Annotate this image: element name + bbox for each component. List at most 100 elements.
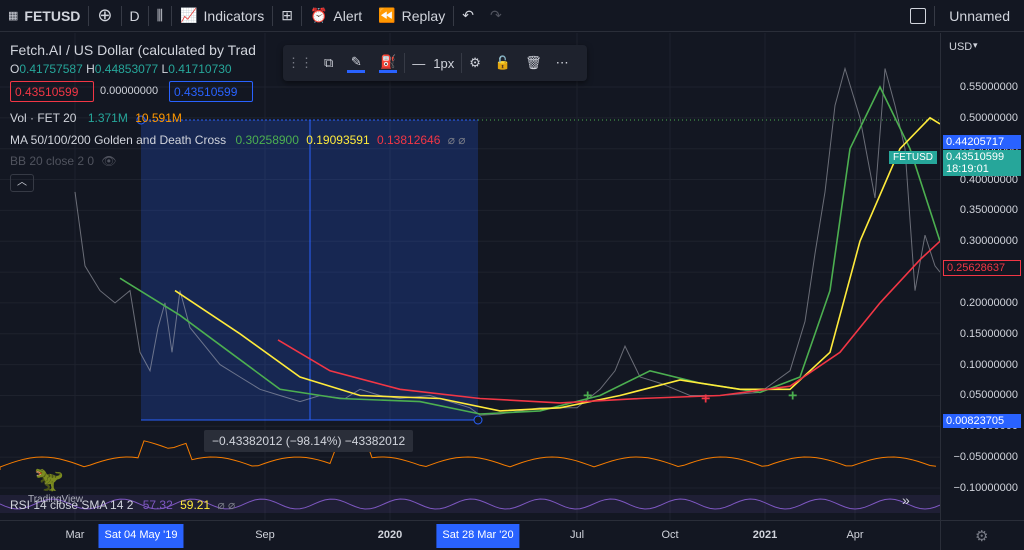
axis-settings-corner: ⚙ — [940, 520, 1024, 550]
price-tick-label: −0.05000000 — [953, 451, 1018, 464]
replay-label: Replay — [401, 7, 446, 24]
time-tick-label: Sep — [255, 529, 275, 541]
unlock-icon: 🔓 — [494, 55, 512, 70]
fill-color-button[interactable]: ⛽ — [372, 45, 404, 81]
tradingview-logo: 🦖 TradingView — [28, 465, 83, 505]
time-tick-label: Apr — [846, 529, 864, 541]
drag-handle[interactable]: ⋮⋮ — [287, 55, 313, 70]
symbol-search[interactable]: ▦ FETUSD — [0, 0, 88, 32]
price-tick-label: 0.15000000 — [959, 327, 1018, 340]
indicators-button[interactable]: 📈 Indicators — [172, 0, 272, 32]
bb-legend[interactable]: BB 20 close 2 0 👁 — [10, 154, 117, 168]
delete-button[interactable]: 🗑 — [518, 45, 549, 81]
measure-label: −0.43382012 (−98.14%) −43382012 — [204, 430, 414, 452]
box-low-label: 0.00823705 — [943, 414, 1021, 428]
ma100-line — [174, 116, 940, 412]
replay-button[interactable]: ⏪ Replay — [370, 0, 453, 32]
ma50-value: 0.30258900 — [235, 133, 299, 147]
bb-label: BB 20 close 2 0 — [10, 154, 95, 168]
layout-name-label: Unnamed — [949, 7, 1010, 24]
rsi-legend[interactable]: RSI 14 close SMA 14 2 57.32 59.21 ⌀ ⌀ — [10, 498, 235, 512]
price-tick-label: 0.05000000 — [959, 389, 1018, 402]
layout-name-button[interactable]: Unnamed — [935, 0, 1024, 32]
bar-countdown: 18:19:01 — [946, 163, 989, 175]
buy-button[interactable]: 0.43510599 — [169, 81, 253, 102]
template-icon: ⧉ — [324, 55, 334, 70]
time-tick-label: Oct — [661, 529, 679, 541]
redo-icon: ↷ — [489, 7, 502, 23]
grid-icon: ▦ — [8, 10, 19, 22]
time-axis[interactable]: Mar Sep 2020 Jul Oct 2021 Apr Sat 04 May '19 Sat… — [0, 520, 940, 550]
indicators-label: Indicators — [203, 7, 265, 24]
fullscreen-button[interactable] — [902, 0, 934, 32]
symbol-label: FETUSD — [24, 7, 81, 24]
ma200-line — [277, 240, 940, 404]
scroll-to-latest-button[interactable]: » — [902, 492, 910, 508]
sell-price: 0.43510599 — [15, 85, 79, 99]
more-button[interactable]: ⋯ — [549, 45, 576, 81]
alert-label: Alert — [333, 7, 363, 24]
undo-icon: ↶ — [462, 7, 474, 23]
hidden-icon[interactable]: ⌀ ⌀ — [217, 498, 236, 512]
currency-label[interactable]: USD — [949, 41, 973, 53]
chart-canvas[interactable]: + + + — [0, 33, 940, 520]
lock-button[interactable]: 🔓 — [488, 45, 518, 81]
interval-label: D — [129, 7, 140, 24]
chevron-up-icon: ︿ — [17, 177, 27, 188]
layout-grid-icon: ⊞ — [281, 7, 293, 23]
high-value: 0.44853077 — [94, 62, 159, 76]
alert-button[interactable]: ⏰ Alert — [302, 0, 370, 32]
rsi-value: 57.32 — [142, 498, 173, 512]
price-tick-label: 0.10000000 — [959, 358, 1018, 371]
volume-legend[interactable]: Vol · FET 20 1.371M 10.591M — [10, 111, 182, 125]
compare-button[interactable]: ⊕ — [89, 0, 120, 32]
gear-icon[interactable]: ⚙ — [975, 528, 989, 545]
template-button[interactable]: ⧉ — [317, 45, 340, 81]
ma100-value: 0.19093591 — [306, 133, 370, 147]
time-tick-label: 2021 — [752, 529, 778, 541]
time-tick-label: 2020 — [377, 529, 403, 541]
sell-button[interactable]: 0.43510599 — [10, 81, 94, 102]
ohlc-values: O0.41757587 H0.44853077 L0.41710730 — [10, 62, 232, 76]
price-tick-label: 0.35000000 — [959, 204, 1018, 217]
hidden-icon[interactable]: ⌀ ⌀ — [447, 133, 466, 147]
symbol-title-text: Fetch.AI / US Dollar (calculated by Trad — [10, 42, 256, 58]
dinosaur-icon: 🦖 — [34, 466, 64, 493]
collapse-legend-button[interactable]: ︿ — [10, 174, 34, 192]
chart-pane[interactable]: + + + — [0, 33, 940, 520]
time-tick-label: Jul — [569, 529, 585, 541]
rewind-icon: ⏪ — [378, 7, 396, 23]
ma-price-label: 0.25628637 — [943, 260, 1021, 276]
price-axis[interactable]: USD ▾ 0.550000000.500000000.450000000.40… — [889, 33, 1024, 520]
rsi-label: RSI 14 close SMA 14 2 — [10, 498, 134, 512]
chart-type-button[interactable]: ⫼ — [149, 0, 171, 32]
settings-button[interactable]: ⚙ — [462, 45, 488, 81]
range-start-label: Sat 04 May '19 — [98, 524, 184, 548]
spread-value: 0.00000000 — [100, 85, 159, 97]
measure-text: −0.43382012 (−98.14%) −43382012 — [212, 434, 406, 448]
redo-button[interactable]: ↷ — [482, 0, 510, 32]
eye-crossed-icon[interactable]: 👁 — [101, 154, 117, 168]
rsi-line — [0, 498, 940, 510]
last-symbol-tag: FETUSD — [889, 151, 937, 164]
price-tick-label: 0.50000000 — [959, 111, 1018, 124]
rsi-band — [0, 495, 940, 513]
interval-button[interactable]: D — [122, 0, 148, 32]
paint-bucket-icon: ⛽ — [380, 53, 397, 69]
handle-end — [473, 415, 483, 425]
alarm-clock-icon: ⏰ — [309, 7, 328, 23]
square-icon — [910, 7, 927, 24]
chart-line-icon: 📈 — [180, 7, 198, 23]
undo-button[interactable]: ↶ — [454, 0, 482, 32]
price-series — [74, 66, 940, 416]
range-end-label: Sat 28 Mar '20 — [436, 524, 520, 548]
templates-button[interactable]: ⊞ — [273, 0, 301, 32]
line-color-button[interactable]: ✎ — [340, 45, 372, 81]
pencil-icon: ✎ — [350, 53, 362, 69]
watermark-text: TradingView — [28, 494, 84, 505]
price-tick-label: −0.10000000 — [953, 482, 1018, 494]
plus-circle-icon: ⊕ — [97, 5, 113, 25]
low-value: 0.41710730 — [168, 62, 232, 76]
line-width-button[interactable]: — 1px — [405, 45, 461, 81]
ma-legend[interactable]: MA 50/100/200 Golden and Death Cross 0.3… — [10, 133, 466, 147]
